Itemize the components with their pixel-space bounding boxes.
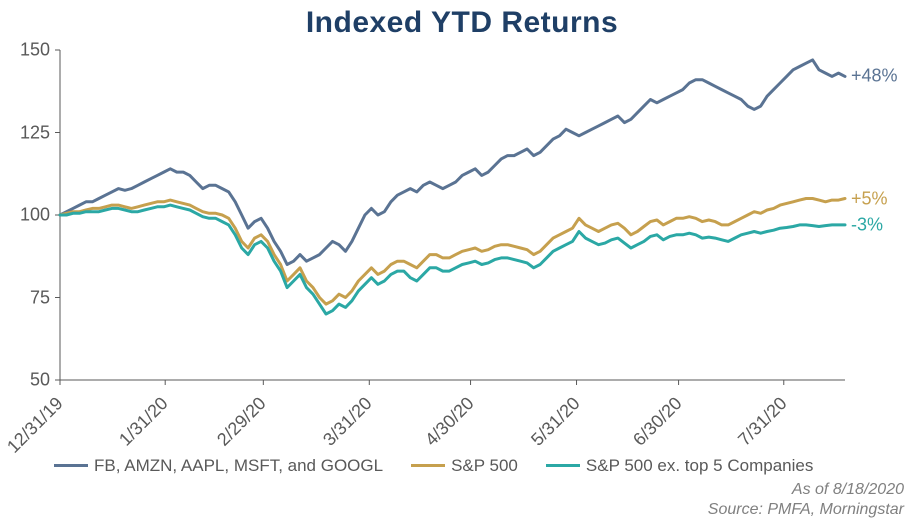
series-end-label-sp500_ex_top5: -3%	[851, 214, 883, 235]
y-tick-label: 125	[0, 122, 50, 143]
y-tick-label: 50	[0, 370, 50, 391]
chart-container: Indexed YTD Returns 50 75 100 125 150 12/31/…	[0, 0, 924, 525]
legend-label: FB, AMZN, AAPL, MSFT, and GOOGL	[94, 456, 383, 476]
legend-item-sp500: S&P 500	[411, 456, 518, 476]
chart-title: Indexed YTD Returns	[0, 0, 924, 40]
legend-label: S&P 500 ex. top 5 Companies	[586, 456, 813, 476]
series-end-label-big5: +48%	[851, 66, 898, 87]
x-tick-label: 2/29/20	[213, 393, 270, 450]
x-tick-label: 5/31/20	[527, 393, 584, 450]
y-tick-label: 100	[0, 205, 50, 226]
legend-swatch	[411, 464, 445, 467]
legend-item-big5: FB, AMZN, AAPL, MSFT, and GOOGL	[54, 456, 383, 476]
footnote-line: Source: PMFA, Morningstar	[708, 501, 904, 519]
footnote-line: As of 8/18/2020	[708, 481, 904, 499]
x-tick-label: 7/31/20	[734, 393, 791, 450]
y-tick-label: 75	[0, 287, 50, 308]
x-tick-label: 4/30/20	[421, 393, 478, 450]
x-tick-label: 12/31/19	[3, 393, 67, 457]
legend-item-sp500_ex_top5: S&P 500 ex. top 5 Companies	[546, 456, 813, 476]
y-tick-label: 150	[0, 40, 50, 61]
x-tick-label: 1/31/20	[115, 393, 172, 450]
plot-area	[60, 50, 845, 380]
legend-label: S&P 500	[451, 456, 518, 476]
footnotes: As of 8/18/2020 Source: PMFA, Morningstar	[708, 481, 904, 519]
legend: FB, AMZN, AAPL, MSFT, and GOOGL S&P 500 S&…	[54, 452, 841, 476]
x-tick-label: 6/30/20	[629, 393, 686, 450]
legend-swatch	[54, 464, 88, 467]
series-end-label-sp500: +5%	[851, 188, 888, 209]
legend-swatch	[546, 464, 580, 467]
plot-svg	[60, 50, 845, 380]
x-tick-label: 3/31/20	[319, 393, 376, 450]
